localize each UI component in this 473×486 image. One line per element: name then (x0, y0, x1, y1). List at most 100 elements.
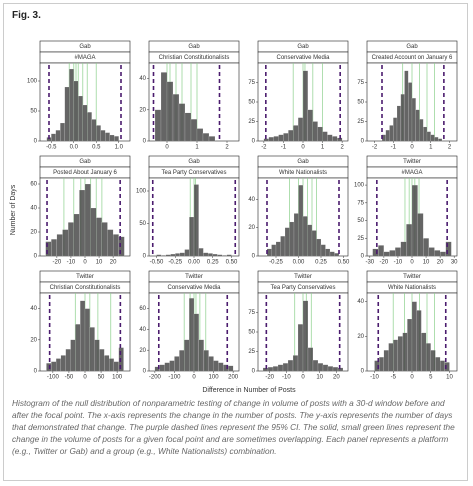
bar (282, 363, 289, 372)
x-tick-label: 1.0 (115, 145, 124, 151)
bar (312, 360, 319, 372)
x-tick-label: 50 (98, 375, 105, 381)
y-tick-label: 50 (248, 330, 255, 336)
bar (293, 125, 299, 142)
bar (423, 126, 428, 142)
bar (272, 366, 279, 372)
bar (297, 324, 304, 372)
bar (56, 234, 63, 257)
strip-group: Posted About January 6 (53, 170, 117, 176)
strip-group: Created Account on January 6 (372, 55, 453, 61)
bar (440, 251, 446, 257)
bar (94, 339, 100, 372)
x-tick-label: 0 (410, 145, 414, 151)
x-tick-label: 20 (333, 375, 340, 381)
bar (397, 336, 403, 372)
bar (302, 216, 308, 257)
bar (207, 253, 213, 257)
bar (55, 358, 61, 372)
bar (51, 361, 57, 372)
bar (273, 136, 279, 142)
bar (284, 227, 290, 257)
x-tick-label: 0.25 (315, 260, 327, 266)
x-tick-label: -10 (370, 375, 379, 381)
bar (275, 241, 281, 257)
bar (160, 72, 168, 142)
bar (208, 356, 214, 372)
bar (383, 251, 390, 257)
bar (307, 109, 313, 142)
strip-group: Christian Constitutionalists (159, 55, 230, 61)
strip-platform: Twitter (403, 159, 421, 165)
bar (404, 70, 409, 142)
bar (82, 104, 88, 142)
bar (267, 367, 274, 372)
bar (400, 241, 407, 257)
bar (332, 367, 339, 372)
x-tick-label: 0.50 (338, 260, 350, 266)
x-tick-label: 10 (446, 375, 453, 381)
bar (327, 366, 334, 372)
x-tick-label: -2 (261, 145, 267, 151)
y-tick-label: 50 (30, 109, 37, 115)
x-tick-label: 0.00 (188, 260, 200, 266)
bar (184, 249, 190, 257)
bar (55, 130, 61, 142)
x-tick-label: 2 (448, 145, 452, 151)
x-tick-label: 10 (316, 375, 323, 381)
x-tick-label: 0 (83, 260, 87, 266)
x-tick-label: 5 (429, 375, 433, 381)
x-tick-label: -10 (67, 260, 76, 266)
bar (322, 131, 328, 142)
y-tick-label: 25 (357, 236, 364, 242)
bar (109, 358, 115, 372)
bar (322, 364, 329, 372)
bar (99, 349, 105, 372)
y-tick-label: 0 (361, 369, 365, 375)
bar (198, 248, 204, 257)
bar (190, 119, 198, 142)
bar (337, 367, 344, 372)
strip-platform: Gab (188, 159, 200, 165)
x-tick-label: 0 (410, 260, 414, 266)
bar (118, 236, 125, 257)
bar (419, 119, 424, 142)
bar (406, 224, 413, 257)
bar (430, 134, 435, 142)
bar (60, 355, 66, 372)
bar (70, 339, 76, 372)
y-tick-label: 0 (34, 369, 38, 375)
x-tick-label: 0.0 (70, 145, 79, 151)
y-tick-label: 20 (30, 337, 37, 343)
bar (91, 119, 97, 142)
x-tick-label: -0.50 (150, 260, 164, 266)
bar (411, 301, 417, 372)
x-tick-label: 1 (321, 145, 325, 151)
y-tick-label: 0 (252, 369, 256, 375)
y-tick-label: 20 (30, 230, 37, 236)
bar (287, 360, 294, 372)
bar (383, 350, 389, 372)
strip-group: Tea Party Conservatives (161, 170, 226, 176)
caption: Histogram of the null distribution of no… (12, 398, 455, 456)
bar (75, 324, 81, 372)
bar (417, 213, 424, 257)
bar (317, 363, 324, 372)
x-tick-label: 200 (228, 375, 239, 381)
bar (411, 98, 416, 142)
x-tick-label: 0 (192, 375, 196, 381)
y-tick-label: 60 (30, 182, 37, 188)
y-tick-label: 40 (30, 306, 37, 312)
bar (434, 137, 439, 142)
x-tick-label: -20 (53, 260, 62, 266)
x-tick-label: -2 (372, 145, 378, 151)
bar (445, 241, 452, 257)
bar (46, 363, 52, 372)
strip-platform: Gab (297, 44, 309, 50)
bar (113, 361, 119, 372)
bar (213, 360, 219, 372)
y-tick-label: 40 (357, 299, 364, 305)
y-tick-label: 0 (143, 369, 147, 375)
x-tick-label: 20 (437, 260, 444, 266)
x-tick-label: 0 (83, 375, 87, 381)
